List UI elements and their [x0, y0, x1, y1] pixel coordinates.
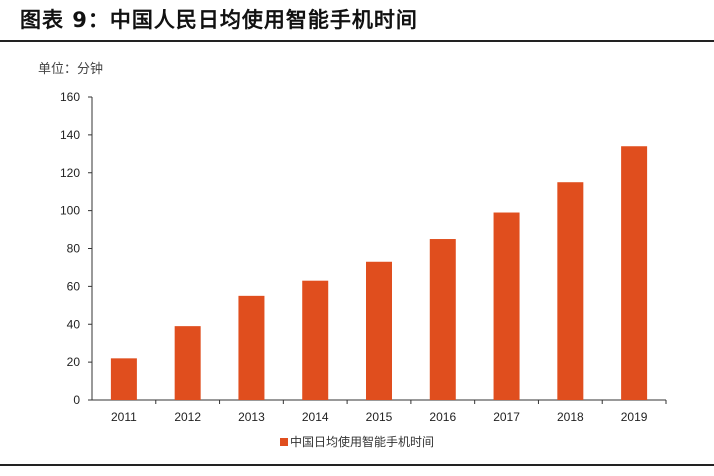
bar	[557, 182, 584, 400]
bar	[429, 239, 456, 400]
legend-swatch	[279, 437, 288, 446]
y-tick-label: 80	[67, 242, 81, 256]
bars	[110, 146, 648, 400]
x-tick-label: 2013	[238, 410, 265, 424]
x-axis: 2011 2012 2013 2014 2015 2016 2017 2018 2019	[92, 399, 667, 424]
y-tick-label: 160	[60, 90, 80, 104]
bar	[174, 326, 201, 400]
y-axis: 0 20 40 60 80 100 120 140 160	[60, 90, 93, 407]
x-tick-label: 2016	[429, 410, 456, 424]
x-tick-label: 2018	[557, 410, 584, 424]
top-divider	[0, 40, 714, 42]
y-tick-label: 20	[67, 355, 81, 369]
legend-label: 中国日均使用智能手机时间	[289, 435, 434, 449]
x-tick-label: 2014	[302, 410, 329, 424]
bar	[493, 212, 520, 400]
bar	[302, 280, 329, 400]
y-tick-label: 140	[60, 128, 80, 142]
y-tick-label: 40	[67, 317, 81, 331]
bottom-divider	[0, 464, 714, 466]
x-tick-label: 2015	[366, 410, 393, 424]
x-tick-label: 2019	[621, 410, 648, 424]
bar	[110, 358, 137, 400]
bar	[621, 146, 648, 400]
y-tick-label: 0	[73, 393, 80, 407]
unit-label: 单位：分钟	[38, 62, 104, 77]
x-tick-label: 2011	[111, 410, 137, 424]
x-tick-label: 2017	[493, 410, 520, 424]
y-tick-label: 100	[60, 204, 80, 218]
chart-title: 图表 9：中国人民日均使用智能手机时间	[20, 8, 418, 32]
bar	[238, 295, 265, 400]
x-tick-label: 2012	[174, 410, 201, 424]
legend: 中国日均使用智能手机时间	[0, 433, 714, 450]
y-tick-label: 120	[60, 166, 80, 180]
y-tick-label: 60	[67, 279, 81, 293]
bar	[366, 261, 392, 400]
